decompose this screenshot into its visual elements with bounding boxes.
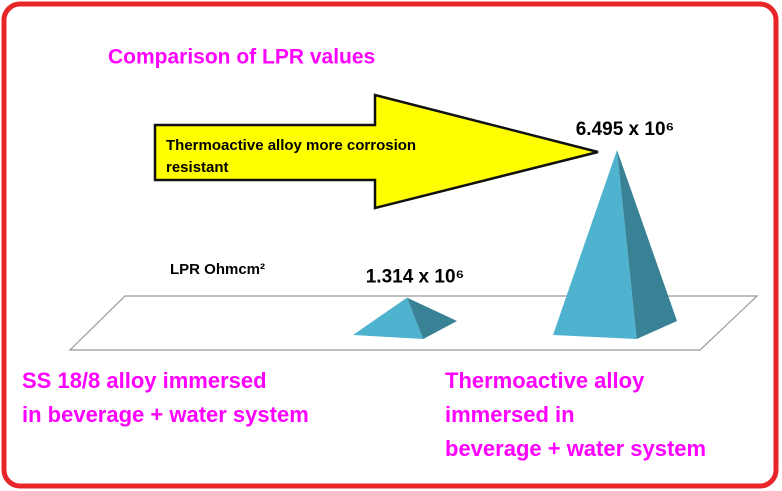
axis-label: LPR Ohmcm²: [170, 261, 265, 278]
annotation: Thermoactive alloy more corrosion: [166, 137, 416, 154]
annotation: resistant: [166, 159, 229, 176]
category-label: beverage + water system: [445, 436, 706, 461]
value-label: 6.495 x 10⁶: [576, 119, 675, 140]
value-label: 1.314 x 10⁶: [366, 267, 465, 288]
category-label: SS 18/8 alloy immersed: [22, 368, 267, 393]
arrow: [153, 93, 599, 210]
category-label: immersed in: [445, 402, 575, 427]
pyramid-front: [353, 297, 424, 339]
category-label: in beverage + water system: [22, 402, 309, 427]
pyramid-side: [617, 150, 677, 339]
pyramid-front: [553, 150, 637, 339]
category-label: Thermoactive alloy: [445, 368, 645, 393]
chart-title: Comparison of LPR values: [108, 46, 375, 69]
pyramid-side: [407, 297, 457, 339]
